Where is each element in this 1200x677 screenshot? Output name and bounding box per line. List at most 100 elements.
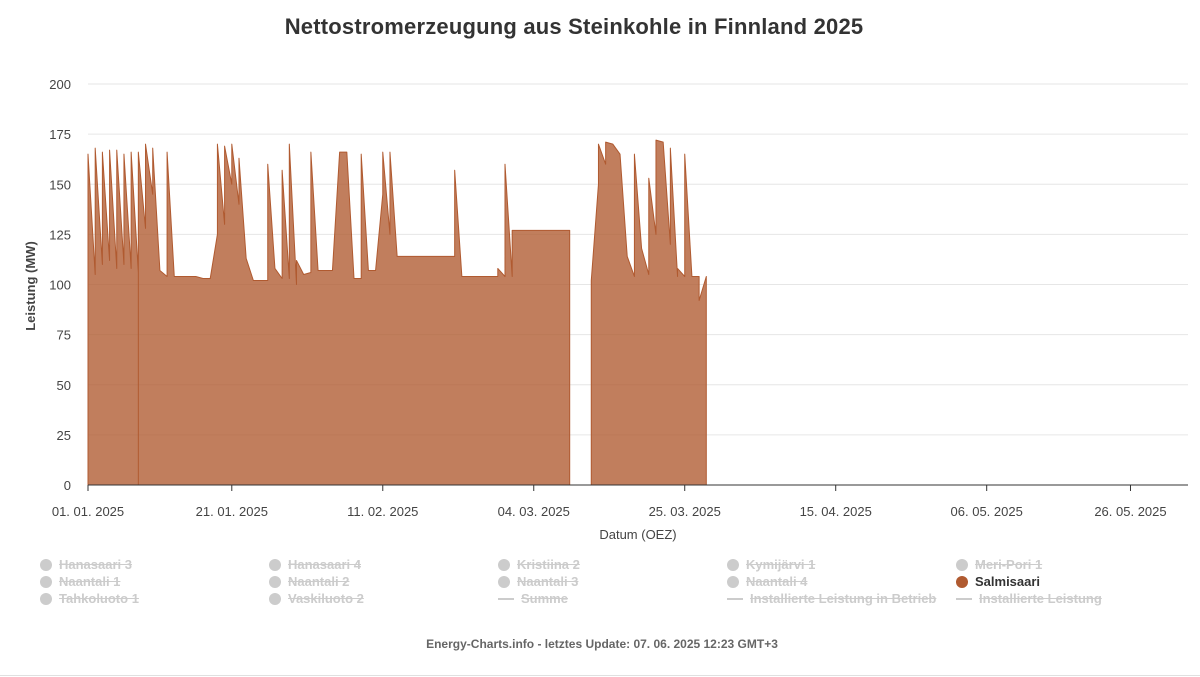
data-point [634,154,635,155]
legend-item-kristiina-2[interactable]: Kristiina 2 [498,556,580,573]
legend-item-salmisaari[interactable]: Salmisaari [956,573,1040,590]
legend-item-installierte-leistung-in-betrieb[interactable]: Installierte Leistung in Betrieb [727,590,936,607]
data-point [95,148,96,149]
data-point [159,270,160,271]
legend-item-naantali-1[interactable]: Naantali 1 [40,573,120,590]
legend-item-naantali-4[interactable]: Naantali 4 [727,573,807,590]
data-point [131,268,132,269]
data-point [231,184,232,185]
data-point [540,230,541,231]
data-point [246,258,247,259]
legend-dot-icon [727,558,739,571]
legend-item-meri-pori-1[interactable]: Meri-Pori 1 [956,556,1042,573]
data-point [684,154,685,155]
legend-line-icon [498,597,514,600]
legend-label: Hanasaari 3 [59,557,132,572]
data-point [548,230,549,231]
x-tick-label: 11. 02. 2025 [347,504,418,519]
legend-item-kymijärvi-1[interactable]: Kymijärvi 1 [727,556,815,573]
data-point [504,276,505,277]
legend-item-vaskiluoto-2[interactable]: Vaskiluoto 2 [269,590,364,607]
data-point [648,178,649,179]
data-point [598,184,599,185]
legend-dot-icon [40,575,52,588]
legend-item-naantali-2[interactable]: Naantali 2 [269,573,349,590]
data-point [346,152,347,153]
data-point [655,140,656,141]
data-point [461,276,462,277]
data-point [375,270,376,271]
data-point [95,274,96,275]
chart-title: Nettostromerzeugung aus Steinkohle in Fi… [284,14,864,39]
legend-item-hanasaari-3[interactable]: Hanasaari 3 [40,556,132,573]
legend-label: Kymijärvi 1 [746,557,816,572]
data-point [353,278,354,279]
data-point [641,248,642,249]
data-point [217,144,218,145]
data-point [282,278,283,279]
legend-item-installierte-leistung[interactable]: Installierte Leistung [956,590,1102,607]
data-point [605,164,606,165]
legend-dot-icon [269,575,281,588]
footer-credit: Energy-Charts.info - letztes Update: 07.… [426,637,778,651]
data-point [706,276,707,277]
legend-label: Salmisaari [975,574,1041,589]
series-area-salmisaari[interactable] [87,139,707,486]
data-point [123,154,124,155]
data-point [317,270,318,271]
legend-item-tahkoluoto-1[interactable]: Tahkoluoto 1 [40,590,139,607]
legend-dot-icon [956,575,968,588]
data-point [670,244,671,245]
data-point [512,276,513,277]
legend-label: Hanasaari 4 [288,557,361,572]
data-point [368,270,369,271]
data-point [296,284,297,285]
data-point [253,280,254,281]
legend-item-naantali-3[interactable]: Naantali 3 [498,573,578,590]
data-point [361,278,362,279]
data-point [425,256,426,257]
data-point [267,164,268,165]
data-point [382,152,383,153]
legend-dot-icon [498,575,510,588]
data-point [361,154,362,155]
data-point [138,272,139,273]
data-point [684,276,685,277]
data-point [389,152,390,153]
legend-label: Naantali 1 [59,574,121,589]
data-point [116,150,117,151]
data-point [210,278,211,279]
data-point [109,260,110,261]
data-point [619,154,620,155]
data-point [612,144,613,145]
x-tick-label: 04. 03. 2025 [498,504,570,519]
data-point [195,276,196,277]
y-tick-label: 75 [57,328,71,343]
data-point [677,268,678,269]
legend-label: Naantali 3 [517,574,579,589]
data-point [504,164,505,165]
x-tick-label: 15. 04. 2025 [800,504,872,519]
legend-line-icon [956,597,972,600]
data-point [634,276,635,277]
data-point [440,256,441,257]
data-point [202,278,203,279]
data-point [512,230,513,231]
data-point [339,152,340,153]
data-point [411,256,412,257]
data-point [274,268,275,269]
legend-item-hanasaari-4[interactable]: Hanasaari 4 [269,556,361,573]
data-point [188,276,189,277]
data-point [605,142,606,143]
legend-label: Installierte Leistung in Betrieb [750,591,937,606]
data-point [310,272,311,273]
data-point [691,276,692,277]
legend-item-summe[interactable]: Summe [498,590,568,607]
data-point [145,228,146,229]
legend-dot-icon [956,558,968,571]
data-point [166,276,167,277]
x-tick-label: 21. 01. 2025 [196,504,268,519]
data-point [526,230,527,231]
legend-label: Summe [521,591,568,606]
legend-line-icon [727,597,743,600]
